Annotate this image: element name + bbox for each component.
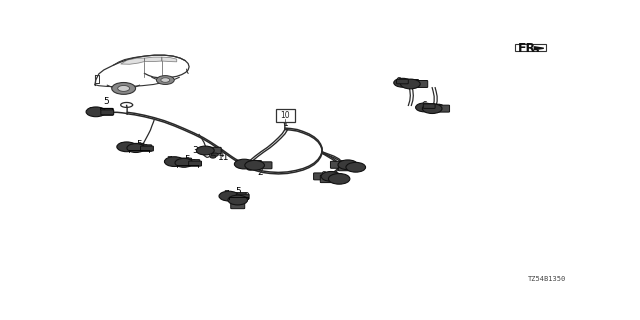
Text: FR.: FR. bbox=[518, 42, 541, 55]
FancyBboxPatch shape bbox=[101, 110, 114, 115]
Text: 6: 6 bbox=[337, 160, 343, 169]
FancyBboxPatch shape bbox=[423, 104, 435, 108]
Circle shape bbox=[415, 103, 433, 112]
Circle shape bbox=[422, 104, 442, 114]
Circle shape bbox=[211, 153, 218, 156]
Circle shape bbox=[394, 78, 412, 87]
FancyBboxPatch shape bbox=[410, 81, 428, 87]
FancyBboxPatch shape bbox=[314, 173, 332, 180]
Text: 7: 7 bbox=[338, 175, 344, 184]
FancyBboxPatch shape bbox=[253, 162, 272, 169]
Text: 3: 3 bbox=[192, 146, 198, 155]
FancyBboxPatch shape bbox=[141, 146, 154, 151]
Text: 8: 8 bbox=[355, 163, 361, 172]
FancyBboxPatch shape bbox=[243, 161, 262, 168]
FancyBboxPatch shape bbox=[339, 164, 356, 171]
FancyBboxPatch shape bbox=[95, 108, 113, 115]
Circle shape bbox=[321, 172, 340, 181]
Circle shape bbox=[117, 142, 136, 152]
Bar bbox=[515, 44, 546, 51]
Text: 7: 7 bbox=[223, 190, 229, 199]
Text: 9: 9 bbox=[244, 192, 250, 201]
Circle shape bbox=[127, 144, 145, 153]
FancyBboxPatch shape bbox=[236, 194, 249, 199]
Text: 9: 9 bbox=[143, 144, 148, 153]
Polygon shape bbox=[121, 58, 145, 64]
FancyBboxPatch shape bbox=[228, 193, 246, 200]
Circle shape bbox=[246, 167, 253, 170]
Text: 6: 6 bbox=[321, 172, 326, 180]
Circle shape bbox=[112, 83, 136, 94]
Text: 6: 6 bbox=[422, 101, 428, 110]
Polygon shape bbox=[145, 57, 162, 61]
Text: 10: 10 bbox=[280, 111, 290, 120]
Text: 1: 1 bbox=[282, 119, 288, 128]
Text: 7: 7 bbox=[241, 160, 246, 169]
Circle shape bbox=[196, 146, 214, 155]
FancyBboxPatch shape bbox=[125, 143, 144, 150]
FancyBboxPatch shape bbox=[231, 200, 244, 209]
Text: 5: 5 bbox=[236, 187, 241, 196]
FancyBboxPatch shape bbox=[135, 145, 152, 151]
FancyBboxPatch shape bbox=[320, 175, 340, 183]
FancyBboxPatch shape bbox=[183, 160, 200, 166]
FancyBboxPatch shape bbox=[204, 147, 221, 154]
Text: 5: 5 bbox=[184, 155, 190, 164]
Circle shape bbox=[401, 79, 420, 89]
Text: 7: 7 bbox=[436, 105, 442, 114]
Circle shape bbox=[164, 157, 184, 166]
Circle shape bbox=[118, 85, 129, 92]
FancyBboxPatch shape bbox=[330, 161, 349, 168]
Circle shape bbox=[175, 158, 193, 167]
Text: 2: 2 bbox=[257, 168, 263, 177]
Text: 11: 11 bbox=[218, 153, 229, 163]
Text: 4: 4 bbox=[219, 150, 225, 159]
FancyBboxPatch shape bbox=[189, 161, 202, 166]
Circle shape bbox=[338, 160, 358, 170]
Bar bbox=[276, 108, 295, 122]
Circle shape bbox=[346, 162, 365, 172]
Circle shape bbox=[219, 191, 239, 201]
FancyBboxPatch shape bbox=[402, 80, 419, 86]
Text: 9: 9 bbox=[190, 159, 196, 168]
Circle shape bbox=[210, 155, 216, 158]
FancyBboxPatch shape bbox=[431, 105, 449, 112]
FancyBboxPatch shape bbox=[173, 158, 191, 165]
Circle shape bbox=[86, 107, 106, 117]
FancyBboxPatch shape bbox=[397, 79, 408, 84]
Text: TZ54B1350: TZ54B1350 bbox=[528, 276, 566, 282]
Circle shape bbox=[245, 160, 264, 170]
Text: 7: 7 bbox=[166, 156, 172, 165]
Text: 9: 9 bbox=[103, 108, 109, 117]
Text: 8: 8 bbox=[438, 104, 444, 113]
FancyBboxPatch shape bbox=[424, 104, 440, 111]
Circle shape bbox=[161, 78, 170, 82]
Text: 7: 7 bbox=[88, 107, 94, 116]
Circle shape bbox=[228, 195, 248, 205]
Text: 6: 6 bbox=[396, 77, 401, 86]
Text: 7: 7 bbox=[119, 141, 125, 151]
Text: 5: 5 bbox=[136, 140, 142, 149]
Polygon shape bbox=[162, 57, 177, 62]
Circle shape bbox=[234, 159, 254, 169]
Polygon shape bbox=[534, 47, 544, 50]
Text: 5: 5 bbox=[103, 97, 109, 107]
Circle shape bbox=[328, 173, 350, 184]
Circle shape bbox=[156, 76, 174, 84]
